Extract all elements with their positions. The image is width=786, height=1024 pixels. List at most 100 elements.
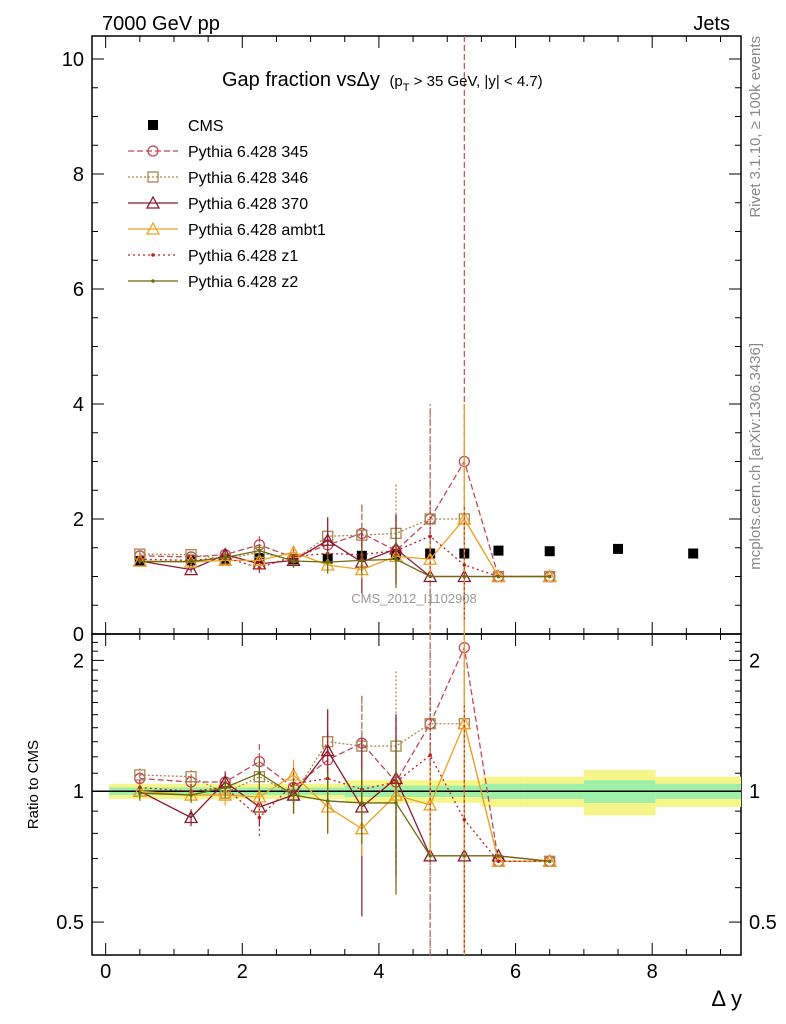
ratio-series-5-point [360, 801, 364, 805]
series-4-line [139, 517, 550, 578]
series-3-point [183, 562, 199, 576]
plot-title: Gap fraction vsΔy (pT > 35 GeV, |y| < 4.… [222, 69, 543, 94]
series-6-point [138, 559, 142, 564]
ratio-series-5-point [138, 791, 142, 795]
ratio-y-tick-label: 1 [73, 781, 84, 803]
main-y-tick-label: 10 [62, 49, 84, 71]
ratio-series-5-point [394, 801, 398, 805]
series-4-point [132, 553, 147, 567]
main-y-tick-label: 0 [73, 624, 84, 646]
ratio-series-3-point [457, 716, 472, 730]
ratio-series-4-line [139, 754, 550, 862]
ratio-series-3-point [491, 853, 506, 867]
legend-label: Pythia 6.428 z1 [188, 248, 298, 265]
legend-marker [151, 279, 155, 283]
series-6-point [291, 559, 296, 563]
ratio-y-tick-label-right: 1 [749, 781, 760, 803]
series-5-point [428, 534, 432, 539]
ratio-y-tick-label: 2 [73, 650, 84, 672]
legend-label: Pythia 6.428 ambt1 [188, 222, 326, 239]
cms-data-point [493, 545, 504, 556]
legend-marker-cms [148, 120, 158, 130]
series-6-point [394, 557, 398, 562]
cms-data-point [544, 546, 555, 557]
ratio-series-4-point [496, 859, 501, 864]
rivet-version-label: Rivet 3.1.10, ≥ 100k events [747, 36, 764, 218]
header-energy-label: 7000 GeV pp [102, 13, 220, 35]
ratio-series-2-point [320, 743, 335, 757]
cms-data-point [688, 548, 699, 559]
legend: CMS Pythia 6.428 345 Pythia 6.428 346 Pythi… [128, 118, 326, 291]
ratio-series-1-point [134, 769, 146, 781]
main-y-tick-label: 4 [73, 394, 84, 416]
series-6-point [428, 574, 432, 579]
series-4-point [218, 553, 233, 567]
series-2-point [424, 513, 436, 525]
legend-label: CMS [188, 118, 224, 135]
series-6-point [189, 559, 193, 564]
series-4-point [423, 551, 438, 565]
ratio-series-5-point [496, 854, 501, 858]
ratio-series-5-line [139, 772, 550, 862]
ratio-series-2-point [183, 810, 199, 824]
ratio-series-5-point [547, 859, 552, 864]
axes: 0 2 4 6 8 10 0.5 0.5 1 1 2 2 0 2 4 6 8 [56, 36, 777, 983]
ratio-series-4-point [257, 815, 262, 820]
main-y-tick-label: 8 [73, 164, 84, 186]
x-axis-label: Δ y [711, 986, 742, 1011]
ratio-series-5-point [291, 793, 296, 797]
header-jets-label: Jets [693, 13, 730, 35]
series-1-line [139, 459, 550, 578]
ratio-y-tick-label: 0.5 [56, 912, 84, 934]
main-series [132, 36, 699, 634]
main-y-tick-label: 6 [73, 279, 84, 301]
x-tick-label: 0 [100, 961, 111, 983]
main-y-tick-label: 2 [73, 509, 84, 531]
series-6-point [547, 574, 552, 579]
ratio-series-5-point [257, 771, 262, 776]
analysis-watermark: CMS_2012_I1102908 [351, 591, 477, 606]
ratio-series-4-point [428, 753, 432, 758]
series-6-point [223, 555, 228, 560]
legend-label: Pythia 6.428 345 [188, 144, 308, 161]
ratio-y-tick-label-right: 2 [749, 650, 760, 672]
ratio-series-0-line [139, 645, 550, 862]
ratio-series-5-point [223, 785, 228, 790]
x-tick-label: 8 [647, 961, 658, 983]
ratio-y-tick-label-right: 0.5 [749, 912, 777, 934]
legend-marker [145, 195, 161, 209]
series-6-point [257, 548, 262, 553]
legend-label: Pythia 6.428 370 [188, 196, 308, 213]
ratio-series-3-point [218, 787, 233, 801]
ratio-series-3-point [252, 789, 267, 803]
ratio-series-5-point [462, 854, 467, 858]
series-6-point [360, 558, 364, 563]
series-6-point [462, 574, 467, 579]
x-tick-label: 2 [237, 961, 248, 983]
ratio-series-3-line [139, 721, 550, 862]
ratio-series-1-point [185, 771, 197, 783]
legend-marker [147, 171, 159, 183]
ratio-series-4-point [462, 817, 467, 822]
series-4-point [252, 553, 267, 567]
series-6-point [325, 560, 330, 564]
ratio-series-5-point [325, 799, 330, 803]
ratio-series [132, 634, 557, 955]
series-6-line [139, 549, 550, 578]
legend-marker [147, 145, 159, 157]
ratio-series-5-point [189, 793, 193, 797]
series-6-point [496, 574, 501, 579]
cms-data-point [613, 543, 624, 554]
series-5-point [257, 566, 262, 570]
mcplots-source-label: mcplots.cern.ch [arXiv:1306.3436] [747, 343, 764, 570]
x-tick-label: 6 [510, 961, 521, 983]
legend-marker [151, 253, 155, 257]
legend-label: Pythia 6.428 z2 [188, 274, 298, 291]
series-5-point [462, 563, 467, 567]
ratio-y-axis-label: Ratio to CMS [25, 740, 42, 829]
legend-marker [145, 221, 161, 235]
x-tick-label: 4 [373, 961, 384, 983]
ratio-series-5-point [428, 854, 432, 858]
series-3-point [320, 532, 335, 546]
